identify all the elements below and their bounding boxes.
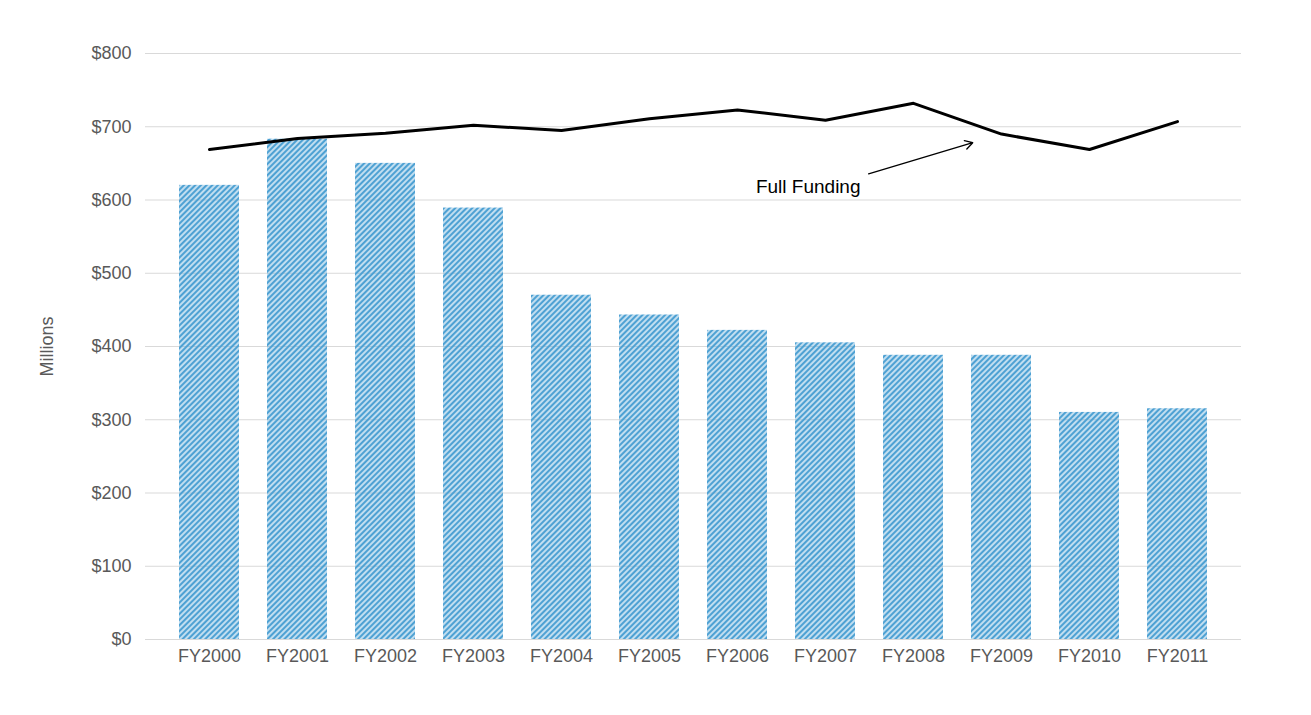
svg-text:$500: $500 bbox=[91, 263, 131, 283]
svg-text:FY2005: FY2005 bbox=[618, 646, 681, 666]
svg-text:FY2000: FY2000 bbox=[178, 646, 241, 666]
svg-text:$700: $700 bbox=[91, 117, 131, 137]
svg-text:FY2003: FY2003 bbox=[442, 646, 505, 666]
svg-text:$600: $600 bbox=[91, 190, 131, 210]
svg-text:$100: $100 bbox=[91, 556, 131, 576]
svg-text:FY2002: FY2002 bbox=[354, 646, 417, 666]
svg-text:FY2004: FY2004 bbox=[530, 646, 593, 666]
svg-text:Full Funding: Full Funding bbox=[756, 176, 861, 197]
svg-text:FY2011: FY2011 bbox=[1147, 646, 1209, 666]
svg-text:$300: $300 bbox=[91, 410, 131, 430]
svg-text:FY2001: FY2001 bbox=[266, 646, 329, 666]
svg-text:FY2010: FY2010 bbox=[1058, 646, 1121, 666]
svg-text:$400: $400 bbox=[91, 336, 131, 356]
svg-text:Millions: Millions bbox=[37, 316, 57, 376]
svg-text:FY2006: FY2006 bbox=[706, 646, 769, 666]
svg-text:FY2008: FY2008 bbox=[882, 646, 945, 666]
svg-text:$0: $0 bbox=[111, 629, 131, 649]
svg-text:$200: $200 bbox=[91, 483, 131, 503]
svg-text:FY2009: FY2009 bbox=[970, 646, 1033, 666]
svg-text:$800: $800 bbox=[91, 43, 131, 63]
svg-text:FY2007: FY2007 bbox=[794, 646, 857, 666]
